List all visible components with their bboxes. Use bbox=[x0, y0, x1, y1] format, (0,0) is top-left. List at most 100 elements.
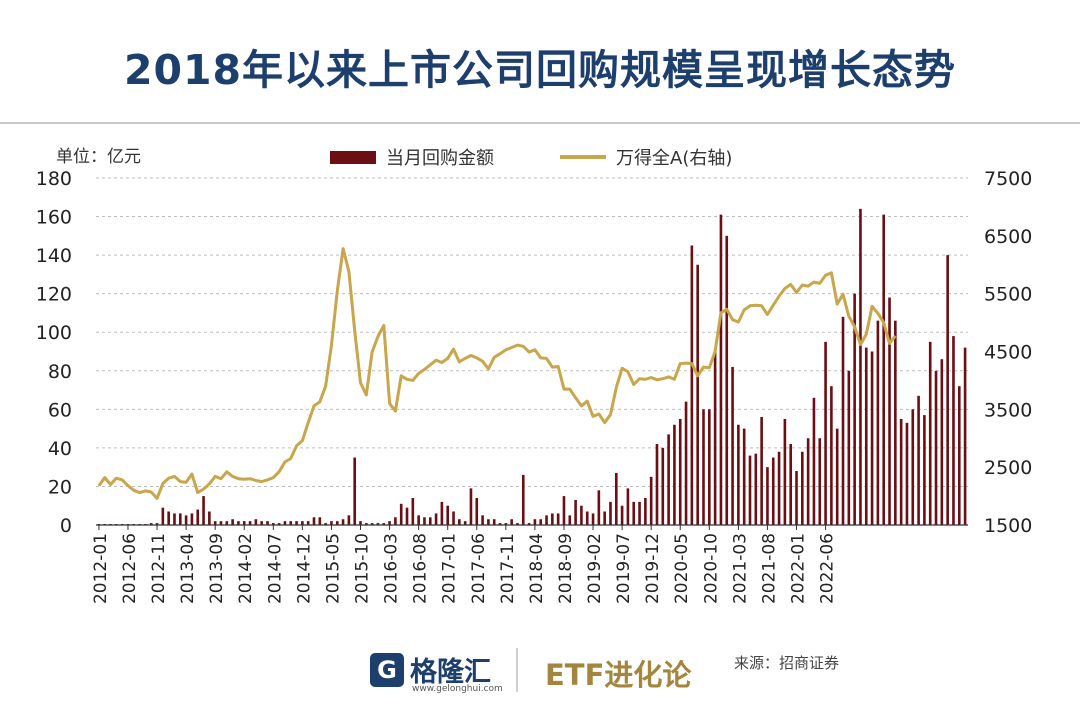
bar bbox=[539, 519, 543, 525]
x-tick-label: 2012-11 bbox=[149, 533, 169, 604]
bar bbox=[737, 424, 740, 525]
bar bbox=[888, 297, 891, 525]
bar bbox=[504, 523, 508, 525]
bar bbox=[347, 515, 351, 525]
bar bbox=[399, 503, 403, 525]
bar bbox=[498, 523, 502, 525]
legend-item-bar: 当月回购金额 bbox=[330, 144, 494, 170]
footer-divider bbox=[516, 648, 518, 692]
bar bbox=[359, 521, 362, 525]
x-tick-label: 2016-08 bbox=[411, 533, 431, 604]
bar bbox=[853, 293, 856, 525]
bar bbox=[306, 521, 310, 525]
bar bbox=[382, 523, 386, 525]
bar bbox=[324, 523, 327, 525]
bar bbox=[463, 521, 467, 525]
bar bbox=[754, 453, 758, 525]
bar bbox=[824, 341, 827, 525]
bar bbox=[516, 523, 519, 525]
bar bbox=[469, 488, 473, 525]
y-left-tick-label: 140 bbox=[36, 245, 72, 267]
bar bbox=[178, 513, 182, 525]
bar bbox=[551, 513, 554, 525]
bar bbox=[806, 438, 810, 525]
bar bbox=[707, 409, 711, 525]
bar bbox=[208, 511, 211, 525]
bar bbox=[527, 523, 531, 525]
bar bbox=[870, 351, 874, 525]
bar bbox=[219, 521, 223, 525]
y-right-tick-label: 3500 bbox=[984, 399, 1032, 421]
x-tick-label: 2020-10 bbox=[701, 533, 721, 604]
x-tick-label: 2012-01 bbox=[91, 533, 111, 604]
x-tick-label: 2018-04 bbox=[527, 533, 547, 604]
bar bbox=[882, 214, 886, 525]
bar bbox=[487, 519, 490, 525]
bar bbox=[155, 523, 159, 525]
bar bbox=[864, 347, 868, 525]
bar bbox=[835, 428, 839, 525]
y-right-tick-label: 4500 bbox=[984, 342, 1032, 364]
bar bbox=[173, 513, 176, 525]
bar bbox=[248, 521, 252, 525]
bar bbox=[161, 507, 165, 525]
bar bbox=[667, 434, 670, 525]
bar bbox=[644, 498, 647, 525]
y-left-tick-label: 80 bbox=[48, 361, 72, 383]
bar bbox=[678, 418, 682, 525]
bar bbox=[859, 208, 862, 525]
bar bbox=[271, 523, 275, 525]
bar bbox=[766, 467, 769, 525]
bar bbox=[428, 517, 432, 525]
bar bbox=[301, 521, 304, 525]
bar bbox=[458, 519, 461, 525]
bar bbox=[365, 523, 368, 525]
unit-label: 单位：亿元 bbox=[56, 147, 141, 167]
x-tick-label: 2014-02 bbox=[236, 533, 256, 604]
bar bbox=[632, 501, 636, 525]
bar bbox=[690, 245, 694, 525]
y-left-tick-label: 40 bbox=[48, 438, 72, 460]
bar bbox=[196, 509, 200, 525]
bar bbox=[568, 515, 572, 525]
bar bbox=[626, 488, 630, 525]
bar bbox=[492, 519, 496, 525]
bar bbox=[620, 505, 624, 525]
x-tick-label: 2015-05 bbox=[323, 533, 343, 604]
bar bbox=[266, 521, 269, 525]
x-tick-label: 2018-09 bbox=[556, 533, 576, 604]
x-tick-label: 2019-02 bbox=[585, 533, 605, 604]
bar bbox=[545, 515, 548, 525]
bar bbox=[562, 496, 566, 525]
bar bbox=[434, 513, 438, 525]
bar bbox=[952, 336, 955, 525]
bar bbox=[580, 505, 583, 525]
bar bbox=[661, 447, 665, 525]
y-left-tick-label: 100 bbox=[36, 322, 72, 344]
bar bbox=[957, 386, 961, 525]
bar bbox=[312, 517, 316, 525]
x-tick-label: 2021-03 bbox=[730, 533, 750, 604]
y-left-tick-label: 0 bbox=[60, 515, 72, 537]
y-right-tick-label: 1500 bbox=[984, 515, 1032, 537]
y-right-tick-label: 2500 bbox=[984, 457, 1032, 479]
y-right-tick-label: 5500 bbox=[984, 284, 1032, 306]
x-tick-label: 2020-05 bbox=[672, 533, 692, 604]
bar bbox=[905, 422, 909, 525]
bar bbox=[696, 264, 699, 525]
title-divider bbox=[0, 122, 1080, 124]
bar bbox=[231, 519, 234, 525]
bar bbox=[452, 511, 455, 525]
bar bbox=[818, 438, 822, 525]
bar bbox=[777, 451, 781, 525]
bar bbox=[801, 451, 804, 525]
bar bbox=[899, 418, 903, 525]
bar bbox=[411, 498, 415, 525]
bar bbox=[376, 523, 380, 525]
bar bbox=[190, 513, 194, 525]
x-tick-label: 2014-12 bbox=[294, 533, 314, 604]
bar bbox=[946, 255, 949, 525]
bar bbox=[614, 472, 618, 525]
bar bbox=[277, 523, 281, 525]
